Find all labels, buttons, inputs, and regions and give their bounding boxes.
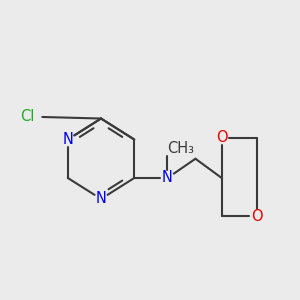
Text: O: O bbox=[216, 130, 227, 145]
Text: CH₃: CH₃ bbox=[167, 141, 194, 156]
Text: Cl: Cl bbox=[20, 109, 34, 124]
Text: O: O bbox=[251, 209, 262, 224]
Text: N: N bbox=[62, 132, 73, 147]
Text: N: N bbox=[162, 170, 173, 185]
Text: N: N bbox=[96, 191, 106, 206]
